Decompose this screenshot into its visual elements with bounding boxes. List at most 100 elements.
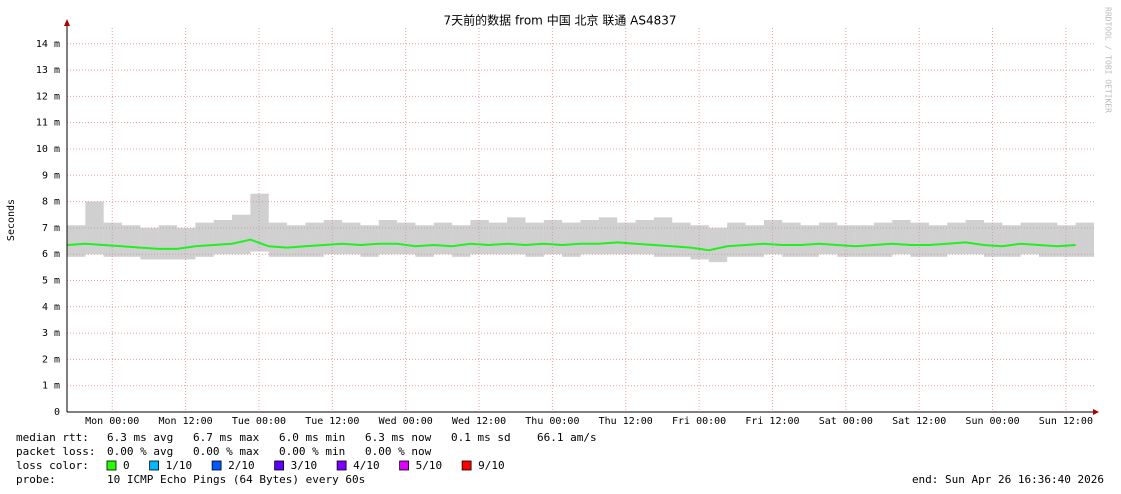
smoke: [745, 225, 764, 257]
loss-swatch: [149, 460, 160, 471]
loss-color-name: 3/10: [291, 459, 318, 472]
stat: 0.00 % min: [279, 445, 345, 458]
y-tick-label: 2 m: [42, 354, 60, 365]
smoke: [140, 227, 159, 260]
y-tick-label: 8 m: [42, 197, 60, 208]
loss-color-name: 1/10: [166, 459, 193, 472]
y-tick-label: 13 m: [36, 65, 60, 76]
loss-swatch: [461, 460, 472, 471]
y-tick-label: 3 m: [42, 328, 60, 339]
smoke: [268, 222, 288, 257]
loss-color-name: 2/10: [228, 459, 255, 472]
stat: 6.3 ms now: [365, 431, 432, 444]
smoke: [415, 225, 434, 257]
y-tick-label: 12 m: [36, 91, 60, 102]
y-tick-label: 7 m: [42, 223, 60, 234]
y-tick-label: 4 m: [42, 302, 60, 313]
legend-label: loss color:: [16, 459, 89, 472]
smoke: [653, 217, 673, 257]
x-tick-label: Fri 12:00: [745, 416, 799, 427]
stat: 0.00 % now: [365, 445, 432, 458]
loss-color-name: 9/10: [478, 459, 505, 472]
smoke: [617, 222, 636, 255]
smoke: [378, 220, 398, 255]
smoke: [562, 222, 581, 257]
x-tick-label: Sat 00:00: [819, 416, 873, 427]
loss-swatch: [336, 460, 347, 471]
smoke: [910, 222, 929, 257]
smoke: [360, 225, 379, 257]
loss-swatch: [211, 460, 222, 471]
y-tick-label: 14 m: [36, 39, 60, 50]
smoke: [452, 225, 471, 257]
loss-color-name: 4/10: [353, 459, 380, 472]
x-tick-label: Fri 00:00: [672, 416, 726, 427]
stat: 6.0 ms min: [279, 431, 345, 444]
smoke: [543, 220, 563, 255]
smoke: [598, 217, 618, 255]
x-tick-label: Thu 12:00: [599, 416, 653, 427]
smoke: [818, 222, 838, 255]
smoke: [85, 201, 104, 255]
loss-color-name: 5/10: [416, 459, 443, 472]
y-axis-label: Seconds: [6, 199, 17, 241]
y-tick-label: 6 m: [42, 249, 60, 260]
legend-label: probe:: [16, 473, 56, 486]
smoke: [1057, 225, 1076, 257]
x-tick-label: Tue 12:00: [305, 416, 359, 427]
smoke: [213, 220, 233, 255]
median-line: [66, 238, 1076, 252]
loss-swatch: [399, 460, 410, 471]
legend-label: packet loss:: [16, 445, 95, 458]
x-tick-label: Tue 00:00: [232, 416, 286, 427]
stat: 0.00 % max: [193, 445, 260, 458]
y-tick-label: 10 m: [36, 144, 60, 155]
stat: 6.3 ms avg: [107, 431, 173, 444]
smoke: [635, 220, 654, 255]
smoke: [708, 227, 728, 263]
stat: 6.7 ms max: [193, 431, 260, 444]
legend-label: median rtt:: [16, 431, 89, 444]
smoke: [342, 222, 361, 255]
smoke: [763, 220, 783, 255]
smoke: [1002, 225, 1021, 257]
x-tick-label: Sun 00:00: [965, 416, 1019, 427]
smoke: [305, 222, 324, 257]
smoke: [397, 222, 416, 255]
smoke: [158, 225, 178, 260]
smoke: [250, 193, 269, 252]
x-tick-label: Sun 12:00: [1039, 416, 1093, 427]
smoke: [1075, 222, 1094, 257]
smoke: [837, 225, 856, 257]
chart-title: 7天前的数据 from 中国 北京 联通 AS4837: [444, 13, 677, 28]
smoke: [727, 222, 746, 257]
x-tick-label: Wed 00:00: [379, 416, 433, 427]
watermark: RRDTOOL / TOBI OETIKER: [1104, 7, 1113, 113]
y-tick-label: 1 m: [42, 381, 60, 392]
smoke: [690, 225, 709, 260]
smoke: [323, 220, 343, 255]
smoke: [287, 225, 306, 257]
smoke: [525, 222, 544, 257]
smoke: [782, 222, 801, 257]
x-tick-label: Mon 00:00: [85, 416, 139, 427]
smoke: [855, 225, 874, 257]
smoke: [672, 222, 691, 257]
smoke: [470, 220, 489, 255]
smoke: [433, 222, 453, 255]
y-tick-label: 9 m: [42, 170, 60, 181]
y-arrow: [64, 19, 70, 26]
y-tick-label: 11 m: [36, 118, 60, 129]
x-tick-label: Wed 12:00: [452, 416, 506, 427]
smoke: [580, 220, 599, 255]
y-tick-label: 0: [54, 407, 60, 418]
smoke: [195, 222, 214, 257]
smoke: [67, 225, 86, 257]
smoke: [800, 225, 819, 257]
loss-swatch: [106, 460, 117, 471]
x-tick-label: Thu 00:00: [525, 416, 579, 427]
smoke: [892, 220, 911, 255]
smoke: [965, 220, 984, 255]
smoke: [507, 217, 526, 255]
